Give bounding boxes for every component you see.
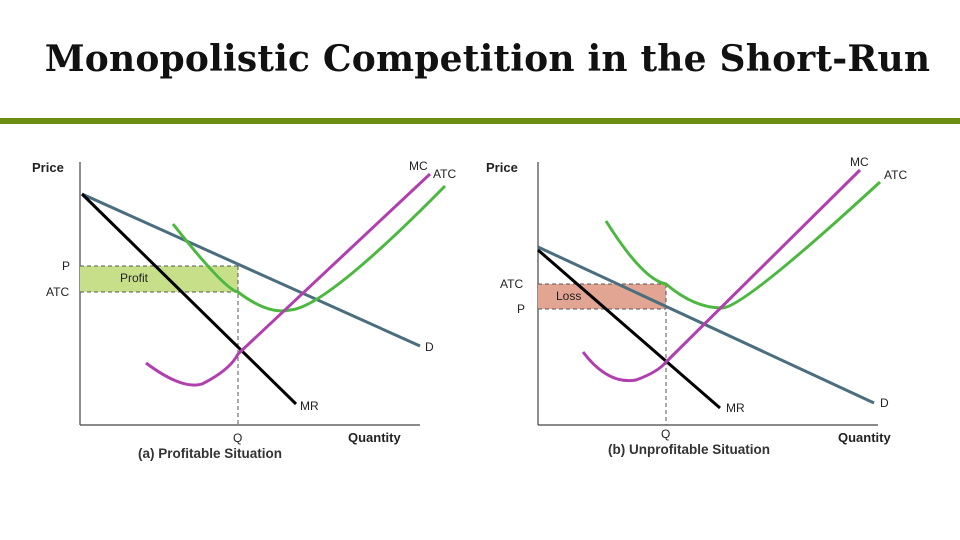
- y-axis-label: Price: [486, 160, 518, 175]
- profit-label: Profit: [120, 271, 149, 285]
- mc-curve: [581, 168, 862, 383]
- diagram-profitable: Price Quantity P ATC Q MC ATC D MR Profi…: [32, 159, 456, 461]
- atc-curve-label: ATC: [433, 167, 456, 181]
- y-axis-label: Price: [32, 160, 64, 175]
- atc-curve-label: ATC: [884, 168, 907, 182]
- caption-left: (a) Profitable Situation: [138, 446, 282, 461]
- mr-curve: [537, 248, 721, 410]
- tick-q: Q: [661, 427, 670, 441]
- tick-atc: ATC: [46, 285, 69, 299]
- d-label: D: [880, 396, 889, 410]
- mr-curve: [80, 192, 298, 406]
- loss-label: Loss: [556, 289, 581, 303]
- demand-curve: [537, 245, 875, 405]
- tick-p: P: [517, 302, 525, 316]
- atc-curve: [171, 184, 447, 313]
- accent-rule: [0, 118, 960, 124]
- caption-right: (b) Unprofitable Situation: [608, 442, 770, 457]
- mc-label: MC: [409, 159, 428, 173]
- tick-p: P: [62, 259, 70, 273]
- mr-label: MR: [300, 399, 319, 413]
- mr-label: MR: [726, 401, 745, 415]
- tick-atc: ATC: [500, 277, 523, 291]
- x-axis-label: Quantity: [838, 430, 891, 445]
- slide-title: Monopolistic Competition in the Short-Ru…: [44, 38, 931, 80]
- mc-curve: [145, 172, 432, 387]
- x-axis-label: Quantity: [348, 430, 401, 445]
- d-label: D: [425, 340, 434, 354]
- mc-label: MC: [850, 155, 869, 169]
- demand-curve: [81, 192, 421, 348]
- atc-curve: [604, 180, 882, 310]
- diagram-unprofitable: Price Quantity ATC P Q MC ATC D MR Loss …: [486, 155, 907, 457]
- tick-q: Q: [233, 431, 242, 445]
